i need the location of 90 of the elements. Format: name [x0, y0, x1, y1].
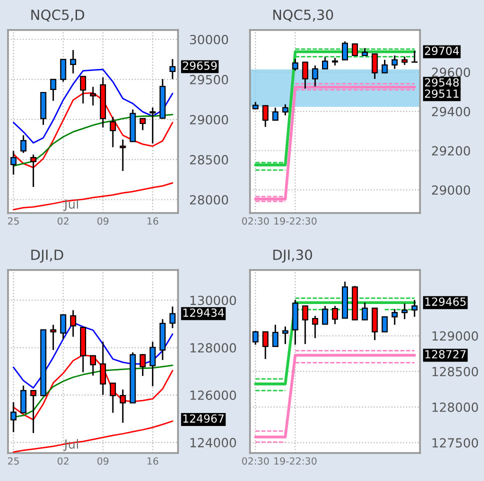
candlestick — [272, 106, 278, 121]
y-tick-label: 128000 — [432, 402, 478, 412]
x-tick-label: 16 — [148, 457, 158, 465]
y-tick-label: 28500 — [190, 155, 228, 164]
candlestick — [382, 59, 388, 74]
text: 124967 — [183, 414, 224, 423]
y-tick-label: 28000 — [190, 195, 228, 205]
candlestick — [392, 54, 398, 70]
candlestick — [60, 58, 66, 82]
chart-title: DJI,30 — [273, 250, 312, 263]
x-tick-label: 25 — [8, 457, 19, 465]
y-tick-label: 29200 — [432, 146, 470, 156]
candlestick — [169, 58, 176, 80]
x-tick-label: 02:30 — [242, 457, 269, 465]
x-tick-label: 02:30 — [242, 217, 269, 225]
text: 29548 — [424, 78, 459, 87]
candlestick — [50, 324, 56, 351]
candlestick — [20, 134, 26, 154]
candlestick — [362, 302, 368, 321]
chart-title: NQC5,D — [31, 10, 84, 22]
chart-title: DJI,D — [31, 250, 64, 263]
y-tick-label: 128000 — [190, 343, 236, 353]
y-tick-label: 126000 — [190, 390, 236, 400]
text: 29511 — [424, 89, 458, 98]
candlestick — [140, 118, 146, 131]
candlestick — [382, 316, 388, 332]
text: 129465 — [425, 297, 466, 306]
candlestick — [322, 305, 328, 325]
candlestick — [70, 309, 76, 338]
candlestick — [282, 104, 288, 116]
y-tick-label: 124000 — [190, 438, 236, 448]
y-tick-label: 30000 — [190, 34, 228, 44]
candlestick — [411, 299, 418, 318]
x-tick-label: 09 — [97, 457, 108, 465]
candlestick — [169, 306, 176, 329]
candlestick — [70, 49, 76, 74]
x-tick-label: 19-22:30 — [274, 217, 317, 225]
annotation: Jul — [63, 199, 78, 212]
y-tick-label: 128500 — [432, 366, 478, 376]
candlestick — [352, 43, 358, 56]
text: 129434 — [183, 308, 224, 317]
candlestick — [20, 384, 26, 414]
candlestick — [10, 401, 17, 433]
candlestick — [150, 106, 156, 144]
line-series — [12, 420, 174, 453]
candlestick — [312, 315, 318, 339]
chart-title: NQC5,30 — [273, 10, 334, 22]
y-tick-label: 29000 — [432, 185, 470, 195]
candlestick — [140, 353, 146, 377]
x-tick-label: 19-22:30 — [274, 457, 317, 465]
candlestick — [372, 308, 378, 341]
line-series — [12, 68, 174, 144]
candlestick — [120, 138, 126, 172]
candlestick — [292, 58, 298, 72]
y-tick-label: 29500 — [190, 74, 228, 84]
candlestick — [322, 56, 328, 70]
text: 29704 — [424, 46, 459, 55]
candlestick — [272, 324, 278, 348]
candlestick — [342, 40, 348, 61]
y-tick-label: 129000 — [432, 331, 478, 341]
candlestick — [392, 308, 398, 326]
candlestick — [262, 105, 268, 128]
x-tick-label: 16 — [148, 217, 158, 225]
x-tick-label: 25 — [8, 217, 19, 225]
candlestick — [262, 331, 268, 360]
candlestick — [252, 330, 259, 346]
y-tick-label: 29600 — [432, 68, 470, 78]
line-series — [12, 182, 174, 210]
candlestick — [282, 326, 288, 345]
x-tick-label: 09 — [97, 217, 108, 225]
x-tick-label: 02 — [58, 457, 68, 465]
candlestick — [302, 305, 308, 345]
candlestick — [110, 382, 116, 414]
x-tick-label: 02 — [58, 217, 68, 225]
text: 29659 — [182, 62, 217, 70]
candlestick — [60, 314, 66, 340]
y-tick-label: 127500 — [432, 438, 478, 448]
candlestick — [302, 61, 308, 90]
candlestick — [332, 305, 338, 325]
candlestick — [150, 341, 156, 387]
candlestick — [372, 53, 378, 80]
y-tick-label: 29000 — [190, 114, 228, 124]
candlestick — [50, 78, 56, 102]
candlestick — [10, 150, 17, 176]
candlestick — [110, 116, 116, 148]
candlestick — [402, 302, 408, 320]
y-tick-label: 29400 — [432, 106, 470, 116]
candlestick — [312, 64, 318, 88]
text: 128727 — [425, 350, 466, 358]
y-tick-label: 130000 — [190, 296, 236, 306]
